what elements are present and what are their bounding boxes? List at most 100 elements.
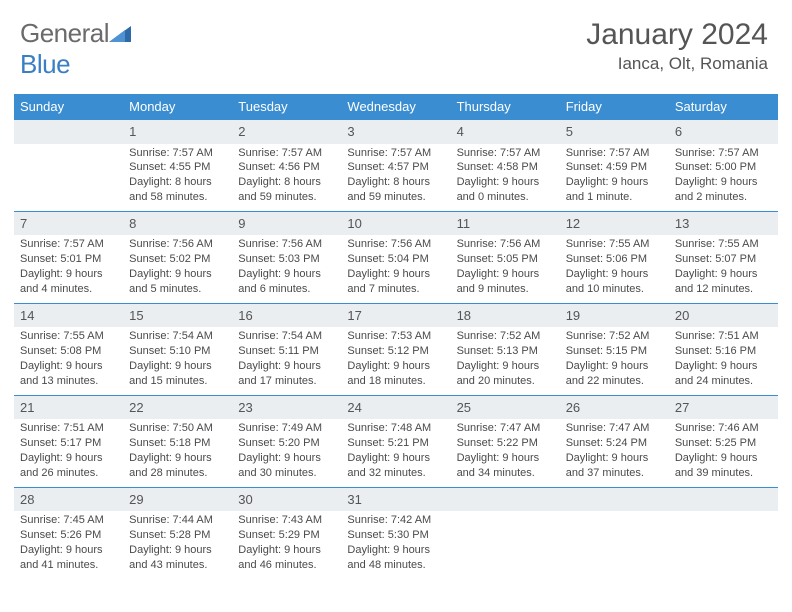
sunset-text: Sunset: 5:28 PM: [129, 528, 226, 543]
sunset-text: Sunset: 5:13 PM: [457, 344, 554, 359]
daylight-text: Daylight: 9 hours: [675, 359, 772, 374]
sunset-text: Sunset: 4:57 PM: [347, 160, 444, 175]
day-number: [451, 487, 560, 511]
daylight-text: and 34 minutes.: [457, 466, 554, 481]
weekday-header: Friday: [560, 94, 669, 120]
day-cell: Sunrise: 7:51 AMSunset: 5:17 PMDaylight:…: [14, 419, 123, 487]
sunset-text: Sunset: 4:55 PM: [129, 160, 226, 175]
daylight-text: Daylight: 9 hours: [457, 451, 554, 466]
day-number: 5: [560, 120, 669, 144]
day-cell: Sunrise: 7:55 AMSunset: 5:06 PMDaylight:…: [560, 235, 669, 303]
sunrise-text: Sunrise: 7:49 AM: [238, 421, 335, 436]
day-cell: Sunrise: 7:45 AMSunset: 5:26 PMDaylight:…: [14, 511, 123, 578]
daylight-text: and 26 minutes.: [20, 466, 117, 481]
day-number: 20: [669, 303, 778, 327]
daylight-text: Daylight: 9 hours: [457, 267, 554, 282]
daylight-text: Daylight: 9 hours: [457, 175, 554, 190]
weekday-header-row: Sunday Monday Tuesday Wednesday Thursday…: [14, 94, 778, 120]
sunset-text: Sunset: 5:15 PM: [566, 344, 663, 359]
day-number: 3: [341, 120, 450, 144]
daylight-text: Daylight: 9 hours: [20, 451, 117, 466]
day-number: 13: [669, 211, 778, 235]
daylight-text: Daylight: 8 hours: [238, 175, 335, 190]
daylight-text: and 17 minutes.: [238, 374, 335, 389]
daylight-text: Daylight: 9 hours: [347, 451, 444, 466]
day-number: 9: [232, 211, 341, 235]
sunset-text: Sunset: 5:29 PM: [238, 528, 335, 543]
day-cell: Sunrise: 7:47 AMSunset: 5:22 PMDaylight:…: [451, 419, 560, 487]
sunset-text: Sunset: 5:11 PM: [238, 344, 335, 359]
day-cell: [560, 511, 669, 578]
day-cell: Sunrise: 7:56 AMSunset: 5:05 PMDaylight:…: [451, 235, 560, 303]
weekday-header: Sunday: [14, 94, 123, 120]
daylight-text: and 7 minutes.: [347, 282, 444, 297]
sunrise-text: Sunrise: 7:48 AM: [347, 421, 444, 436]
day-number: 19: [560, 303, 669, 327]
sunset-text: Sunset: 5:10 PM: [129, 344, 226, 359]
day-number: 7: [14, 211, 123, 235]
day-cell: Sunrise: 7:54 AMSunset: 5:10 PMDaylight:…: [123, 327, 232, 395]
sunset-text: Sunset: 5:25 PM: [675, 436, 772, 451]
weekday-header: Wednesday: [341, 94, 450, 120]
day-cell: Sunrise: 7:56 AMSunset: 5:03 PMDaylight:…: [232, 235, 341, 303]
sunrise-text: Sunrise: 7:42 AM: [347, 513, 444, 528]
day-number: 6: [669, 120, 778, 144]
day-cell: Sunrise: 7:47 AMSunset: 5:24 PMDaylight:…: [560, 419, 669, 487]
daylight-text: and 12 minutes.: [675, 282, 772, 297]
day-number: 26: [560, 395, 669, 419]
day-cell: Sunrise: 7:57 AMSunset: 4:58 PMDaylight:…: [451, 144, 560, 212]
logo-word1: General: [20, 18, 109, 48]
daylight-text: and 24 minutes.: [675, 374, 772, 389]
day-cell: Sunrise: 7:42 AMSunset: 5:30 PMDaylight:…: [341, 511, 450, 578]
sunset-text: Sunset: 5:03 PM: [238, 252, 335, 267]
sunrise-text: Sunrise: 7:47 AM: [566, 421, 663, 436]
sunrise-text: Sunrise: 7:54 AM: [129, 329, 226, 344]
daylight-text: and 15 minutes.: [129, 374, 226, 389]
sunrise-text: Sunrise: 7:56 AM: [347, 237, 444, 252]
day-cell: Sunrise: 7:55 AMSunset: 5:08 PMDaylight:…: [14, 327, 123, 395]
sunrise-text: Sunrise: 7:47 AM: [457, 421, 554, 436]
sunset-text: Sunset: 5:12 PM: [347, 344, 444, 359]
sunrise-text: Sunrise: 7:57 AM: [566, 146, 663, 161]
daylight-text: and 28 minutes.: [129, 466, 226, 481]
day-number: 24: [341, 395, 450, 419]
day-number: 15: [123, 303, 232, 327]
daylight-text: Daylight: 9 hours: [20, 543, 117, 558]
logo-word2: Blue: [20, 49, 70, 79]
day-number: 8: [123, 211, 232, 235]
day-cell: Sunrise: 7:43 AMSunset: 5:29 PMDaylight:…: [232, 511, 341, 578]
daylight-text: and 39 minutes.: [675, 466, 772, 481]
daylight-text: Daylight: 8 hours: [347, 175, 444, 190]
sunrise-text: Sunrise: 7:57 AM: [457, 146, 554, 161]
day-cell: Sunrise: 7:56 AMSunset: 5:04 PMDaylight:…: [341, 235, 450, 303]
sunset-text: Sunset: 5:01 PM: [20, 252, 117, 267]
day-cell: Sunrise: 7:53 AMSunset: 5:12 PMDaylight:…: [341, 327, 450, 395]
day-cell: Sunrise: 7:51 AMSunset: 5:16 PMDaylight:…: [669, 327, 778, 395]
day-number: 12: [560, 211, 669, 235]
daylight-text: Daylight: 9 hours: [347, 267, 444, 282]
day-cell: Sunrise: 7:46 AMSunset: 5:25 PMDaylight:…: [669, 419, 778, 487]
sunset-text: Sunset: 5:02 PM: [129, 252, 226, 267]
day-cell: Sunrise: 7:44 AMSunset: 5:28 PMDaylight:…: [123, 511, 232, 578]
day-number: 10: [341, 211, 450, 235]
day-number: 16: [232, 303, 341, 327]
content-row: Sunrise: 7:57 AMSunset: 5:01 PMDaylight:…: [14, 235, 778, 303]
daylight-text: and 30 minutes.: [238, 466, 335, 481]
daylight-text: and 4 minutes.: [20, 282, 117, 297]
daylight-text: Daylight: 9 hours: [675, 175, 772, 190]
day-number: 22: [123, 395, 232, 419]
daylight-text: and 59 minutes.: [347, 190, 444, 205]
daylight-text: Daylight: 9 hours: [566, 359, 663, 374]
sunrise-text: Sunrise: 7:52 AM: [566, 329, 663, 344]
day-number: 4: [451, 120, 560, 144]
sunset-text: Sunset: 5:21 PM: [347, 436, 444, 451]
sunset-text: Sunset: 4:59 PM: [566, 160, 663, 175]
daylight-text: and 6 minutes.: [238, 282, 335, 297]
day-number: 31: [341, 487, 450, 511]
day-cell: Sunrise: 7:48 AMSunset: 5:21 PMDaylight:…: [341, 419, 450, 487]
sunrise-text: Sunrise: 7:57 AM: [347, 146, 444, 161]
daylight-text: Daylight: 9 hours: [20, 359, 117, 374]
daynum-row: 123456: [14, 120, 778, 144]
daylight-text: Daylight: 9 hours: [238, 359, 335, 374]
sunrise-text: Sunrise: 7:45 AM: [20, 513, 117, 528]
